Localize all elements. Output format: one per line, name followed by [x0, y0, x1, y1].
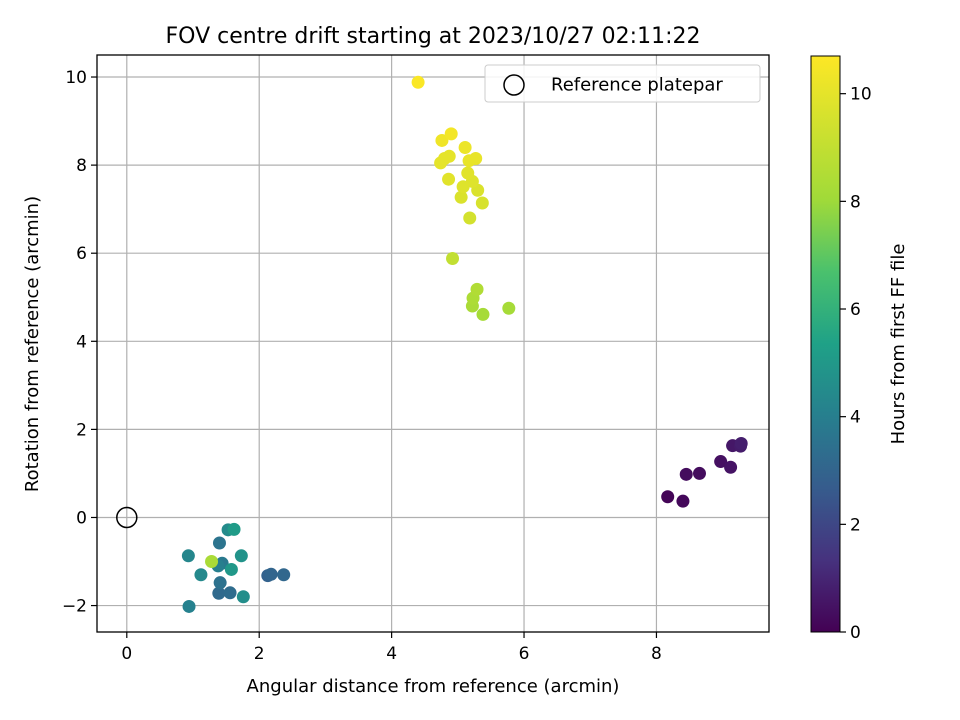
y-tick-label: −2 [62, 597, 87, 617]
data-point [475, 196, 489, 210]
data-point [224, 562, 238, 576]
data-point [194, 568, 208, 582]
data-point [213, 576, 227, 590]
colorbar-tick-label: 8 [850, 192, 861, 212]
y-tick-label: 2 [76, 420, 87, 440]
x-tick-label: 8 [651, 644, 662, 664]
data-point [502, 301, 516, 315]
data-point [661, 490, 675, 504]
data-point [236, 590, 250, 604]
data-point [444, 127, 458, 141]
reference-platepar-marker [116, 506, 138, 529]
y-tick-label: 0 [76, 508, 87, 528]
data-point [724, 460, 738, 474]
data-point [461, 166, 475, 180]
colorbar-tick-label: 4 [850, 408, 861, 428]
y-tick-label: 6 [76, 244, 87, 264]
y-tick-label: 4 [76, 332, 87, 352]
legend-marker-icon [503, 74, 525, 96]
data-point [463, 211, 477, 225]
data-point [277, 568, 291, 582]
data-point [411, 75, 425, 89]
data-point [470, 282, 484, 296]
data-point [458, 140, 472, 154]
x-axis-ticks: 0 2 4 6 8 [121, 632, 662, 664]
colorbar-ticks: 0 2 4 6 8 10 [840, 85, 872, 643]
legend: Reference platepar [484, 64, 761, 103]
colorbar-gradient [810, 55, 841, 633]
colorbar-tick-label: 0 [850, 623, 861, 643]
data-point [182, 599, 196, 613]
y-axis-label: Rotation from reference (arcmin) [22, 196, 43, 492]
data-point [692, 466, 706, 480]
colorbar-tick-label: 6 [850, 300, 861, 320]
x-tick-label: 6 [519, 644, 530, 664]
colorbar-tick-label: 10 [850, 85, 872, 105]
y-axis-ticks: −2 0 2 4 6 8 10 [62, 68, 97, 617]
data-point [676, 494, 690, 508]
data-point [442, 172, 456, 186]
data-point [469, 152, 483, 166]
data-point [227, 522, 241, 536]
data-point [212, 586, 226, 600]
colorbar-label: Hours from first FF file [888, 244, 909, 445]
x-tick-label: 2 [254, 644, 265, 664]
data-point [476, 307, 490, 321]
x-tick-label: 4 [386, 644, 397, 664]
y-tick-label: 10 [65, 68, 87, 88]
colorbar-tick-label: 2 [850, 515, 861, 535]
data-point [446, 251, 460, 265]
data-point [714, 455, 728, 469]
grid-lines [97, 55, 769, 632]
data-point [223, 586, 237, 600]
data-point [442, 149, 456, 163]
plot-frame [96, 54, 770, 633]
x-tick-label: 0 [121, 644, 132, 664]
legend-box [484, 64, 761, 103]
y-tick-label: 8 [76, 156, 87, 176]
data-point [205, 555, 219, 569]
data-point [212, 536, 226, 550]
data-points [181, 75, 748, 613]
data-point [264, 567, 278, 581]
x-axis-label: Angular distance from reference (arcmin) [247, 676, 620, 697]
legend-label: Reference platepar [551, 75, 723, 96]
data-point [435, 133, 449, 147]
colorbar: 0 2 4 6 8 10 Hours from first FF file [810, 55, 909, 643]
chart-title: FOV centre drift starting at 2023/10/27 … [166, 24, 701, 49]
data-point [679, 467, 693, 481]
data-point [181, 549, 195, 563]
data-point [454, 190, 468, 204]
data-point [734, 436, 748, 450]
data-point [234, 549, 248, 563]
